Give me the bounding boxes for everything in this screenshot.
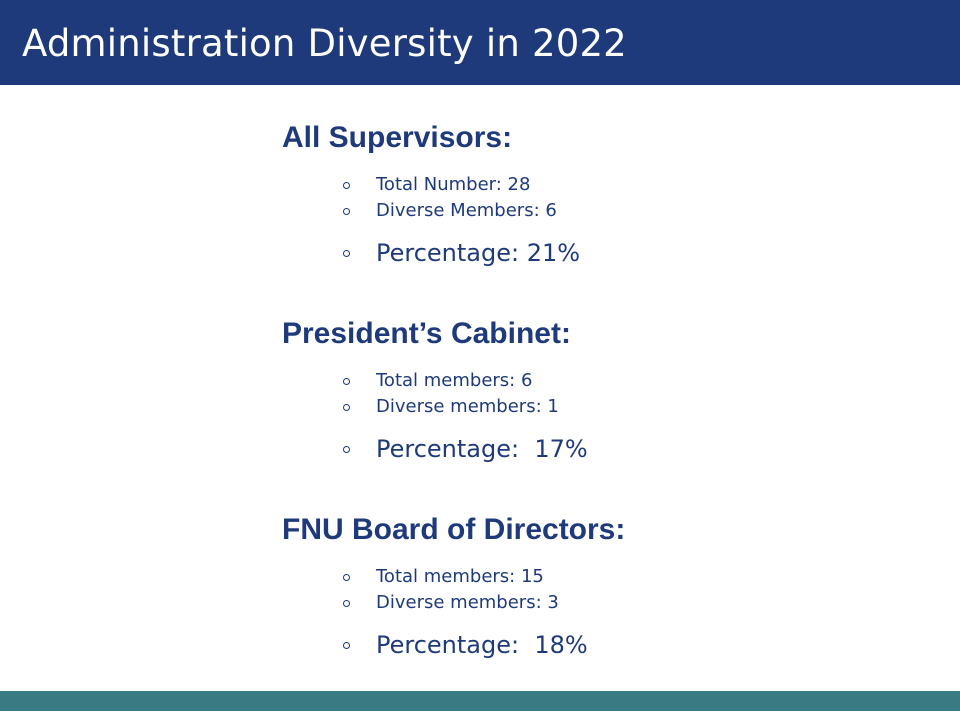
list-item-text: Percentage: 17%	[376, 435, 588, 463]
circle-bullet-icon	[343, 403, 350, 411]
section-heading-fnu-board-of-directors: FNU Board of Directors:	[282, 513, 626, 546]
list-item-text: Total members: 6	[376, 370, 533, 391]
list-item-text: Percentage: 21%	[376, 239, 581, 267]
circle-bullet-icon	[343, 181, 350, 189]
footer-bar	[0, 691, 960, 711]
title-bar: Administration Diversity in 2022	[0, 0, 960, 85]
list-item-text: Diverse members: 3	[376, 592, 559, 613]
list-item-text: Diverse members: 1	[376, 396, 559, 417]
list-item: Diverse members: 3	[341, 592, 559, 614]
section-heading-presidents-cabinet: President’s Cabinet:	[282, 317, 571, 350]
list-item-text: Total members: 15	[376, 566, 544, 587]
list-item-percentage: Percentage: 21%	[341, 239, 580, 267]
circle-bullet-icon	[343, 573, 350, 581]
section-heading-all-supervisors: All Supervisors:	[282, 121, 513, 154]
list-item-text: Percentage: 18%	[376, 631, 588, 659]
list-item: Total Number: 28	[341, 174, 530, 196]
list-item-text: Total Number: 28	[376, 174, 531, 195]
list-item-percentage: Percentage: 17%	[341, 435, 588, 463]
list-item: Total members: 15	[341, 566, 544, 588]
circle-bullet-icon	[343, 641, 350, 649]
list-item-percentage: Percentage: 18%	[341, 631, 588, 659]
list-item-text: Diverse Members: 6	[376, 200, 557, 221]
list-item: Diverse Members: 6	[341, 200, 557, 222]
slide-title: Administration Diversity in 2022	[22, 22, 627, 65]
circle-bullet-icon	[343, 445, 350, 453]
list-item: Total members: 6	[341, 370, 532, 392]
circle-bullet-icon	[343, 249, 350, 257]
list-item: Diverse members: 1	[341, 396, 559, 418]
circle-bullet-icon	[343, 207, 350, 215]
circle-bullet-icon	[343, 377, 350, 385]
circle-bullet-icon	[343, 599, 350, 607]
